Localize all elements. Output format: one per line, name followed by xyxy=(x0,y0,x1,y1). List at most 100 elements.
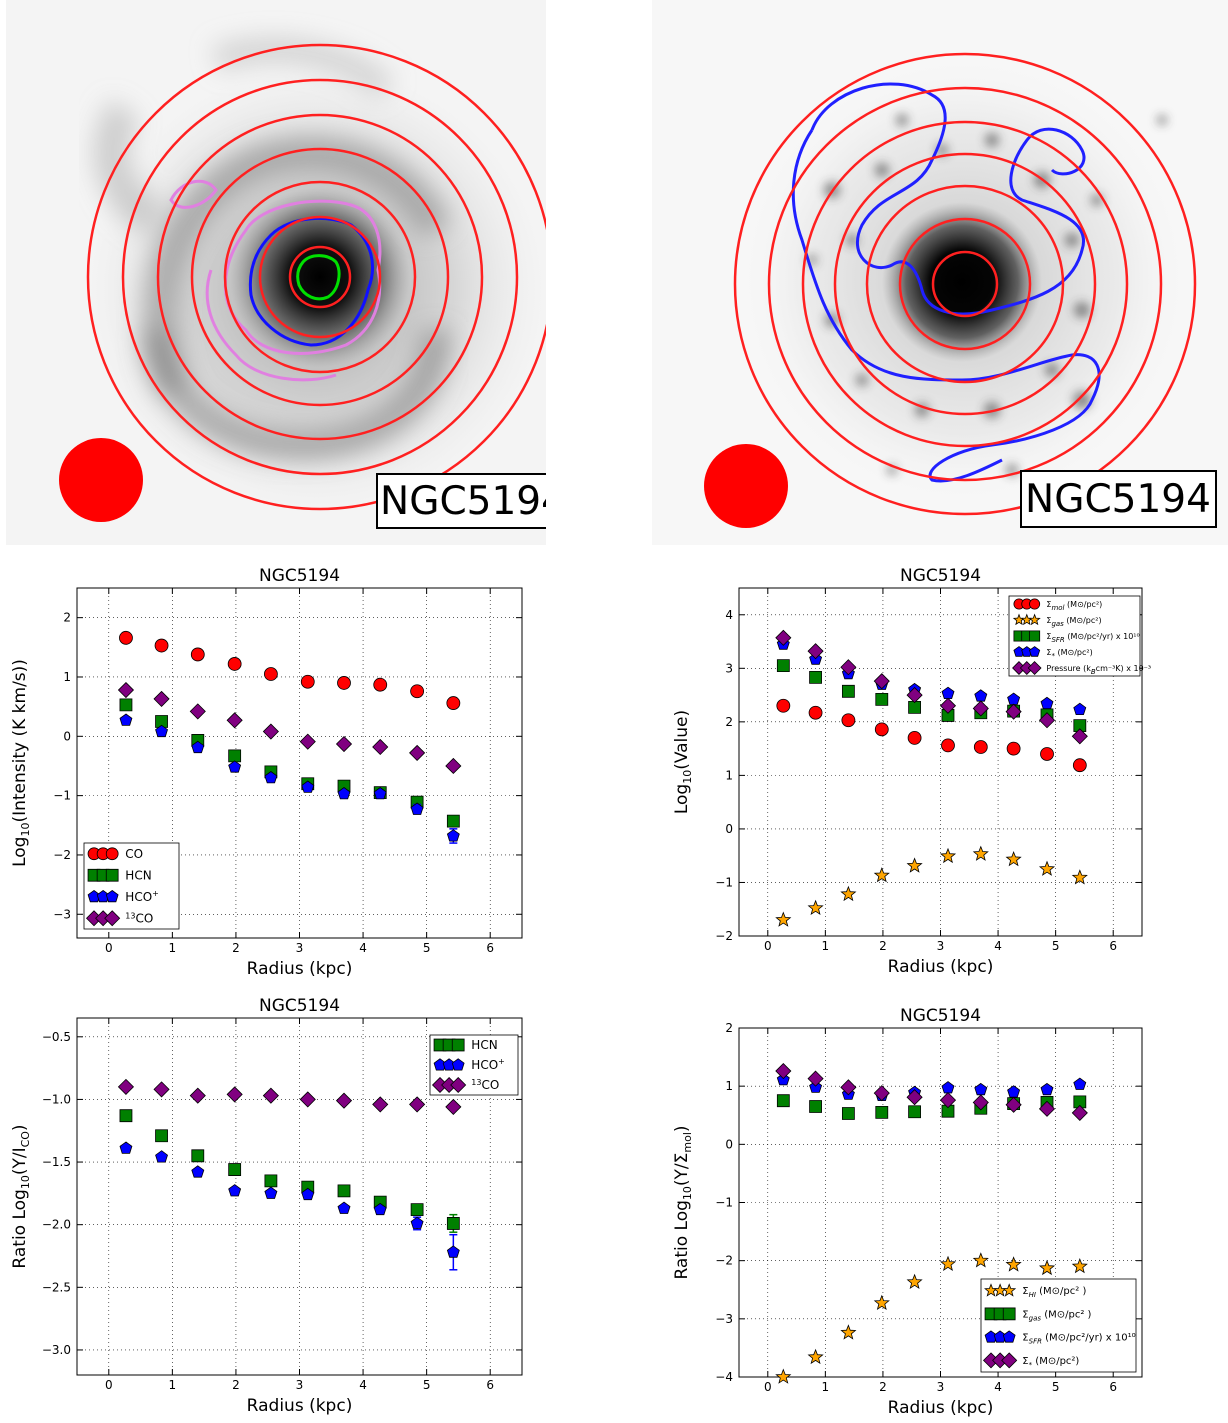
chart-intensity: NGC5194 0 1 2 3 4 5 6 2 1 0 −1 −2 −3 Radius (kpc) Log10… xyxy=(10,566,523,979)
data-point xyxy=(155,715,168,728)
y-tick-label: −3 xyxy=(715,1312,733,1326)
data-point xyxy=(1005,1256,1022,1272)
data-point xyxy=(939,697,957,714)
x-tick-label: 3 xyxy=(296,1378,304,1392)
data-point xyxy=(119,713,133,726)
data-point xyxy=(1040,1082,1054,1096)
data-point xyxy=(807,1070,824,1087)
y-tick-label: −1.0 xyxy=(42,1092,71,1106)
data-point xyxy=(841,1107,855,1120)
legend-entry: HCN xyxy=(87,868,152,882)
data-point xyxy=(263,667,278,681)
y-axis-label: Ratio Log10(Y/ICO) xyxy=(10,1124,32,1268)
series-0 xyxy=(775,1252,1088,1384)
legend-label: Pressure (kBcm⁻³K) x 10⁻³ xyxy=(1046,664,1151,676)
data-point xyxy=(191,1149,205,1163)
x-axis-label: Radius (kpc) xyxy=(888,1398,994,1418)
ring-2 xyxy=(898,217,1032,351)
data-point xyxy=(373,677,388,692)
data-point xyxy=(335,735,353,753)
legend-entry: Σgas (M⊙/pc²) xyxy=(1012,613,1102,628)
ring-3 xyxy=(865,184,1065,384)
data-point xyxy=(373,787,387,800)
legend-marker xyxy=(104,910,121,927)
data-point xyxy=(972,1252,989,1268)
data-point xyxy=(775,1062,792,1080)
ring-1 xyxy=(288,245,352,309)
data-point xyxy=(119,1141,133,1154)
legend-marker xyxy=(1027,661,1042,675)
legend: HCN HCO+ 13CO xyxy=(429,1034,519,1096)
y-tick-label: 0 xyxy=(63,729,71,743)
x-tick-label: 6 xyxy=(486,1378,494,1392)
data-point xyxy=(775,629,792,646)
series-2 xyxy=(117,1078,462,1116)
series-1 xyxy=(776,1094,1087,1120)
map-panel-left: NGC5194 xyxy=(6,0,546,545)
x-axis-label: Radius (kpc) xyxy=(247,959,353,979)
data-point xyxy=(776,1094,790,1108)
series-1 xyxy=(119,1141,460,1271)
x-tick-label: 5 xyxy=(1052,1380,1060,1394)
data-point xyxy=(189,1087,206,1104)
legend-label: HCN xyxy=(125,868,151,882)
legend-entry: ΣSFR (M⊙/pc²/yr) x 10¹⁰ xyxy=(984,1330,1136,1346)
legend-marker xyxy=(451,1038,465,1052)
legend-label: Σgas (M⊙/pc²) xyxy=(1046,616,1101,628)
ring-4 xyxy=(833,152,1097,416)
data-point xyxy=(119,1109,133,1123)
data-point xyxy=(373,1202,387,1216)
data-point xyxy=(840,1324,857,1340)
x-tick-label: 0 xyxy=(105,1378,113,1392)
data-point xyxy=(939,1092,957,1109)
beam-size-marker xyxy=(59,438,143,522)
y-tick-label: 2 xyxy=(725,715,733,729)
data-point xyxy=(1038,1100,1056,1117)
ring-3 xyxy=(223,180,417,374)
ring-6 xyxy=(121,78,519,476)
data-point xyxy=(972,845,989,861)
legend-entry: ΣSFR (M⊙/pc²/yr) x 10¹⁰ xyxy=(1013,630,1140,644)
data-point xyxy=(1038,860,1056,876)
ring-7 xyxy=(86,43,546,511)
legend: CO HCN HCO+ 13CO xyxy=(83,842,180,930)
data-point xyxy=(1071,728,1088,745)
chart-ratio-mol: NGC5194 0 1 2 3 4 5 6 2 1 0 −1 −2 −3 −4 Radius (kpc) Rat… xyxy=(672,1006,1143,1418)
legend-label: ΣHI (M⊙/pc² ) xyxy=(1022,1286,1086,1299)
legend-marker xyxy=(1029,646,1041,657)
legend-entry: 13CO xyxy=(85,910,153,927)
data-point xyxy=(873,867,890,883)
x-tick-label: 2 xyxy=(879,939,887,953)
data-point xyxy=(1073,1095,1087,1109)
x-tick-label: 0 xyxy=(764,939,772,953)
data-point xyxy=(446,814,460,828)
x-tick-label: 4 xyxy=(359,941,367,955)
x-tick-label: 6 xyxy=(1109,1380,1117,1394)
data-point xyxy=(446,1245,460,1258)
x-axis-label: Radius (kpc) xyxy=(888,957,994,977)
data-point xyxy=(974,689,988,702)
y-tick-label: −2.5 xyxy=(42,1280,71,1294)
beam-size-marker xyxy=(704,444,788,528)
x-tick-label: 6 xyxy=(486,941,494,955)
ring-5 xyxy=(801,120,1129,448)
data-point xyxy=(807,643,824,660)
data-point xyxy=(840,659,857,676)
legend-entry: Σ* (M⊙/pc²) xyxy=(1013,646,1093,660)
y-axis-label: Log10(Intensity (K km/s)) xyxy=(10,659,32,867)
data-point xyxy=(372,738,389,756)
data-point xyxy=(191,1165,205,1178)
data-point xyxy=(873,1294,890,1310)
y-tick-label: 2 xyxy=(725,1021,733,1035)
legend-marker xyxy=(1029,598,1041,610)
data-point xyxy=(939,1255,957,1271)
y-tick-label: −3 xyxy=(53,907,71,921)
y-tick-label: −1.5 xyxy=(42,1155,71,1169)
y-tick-label: −4 xyxy=(715,1370,733,1384)
data-point xyxy=(906,1273,923,1290)
data-point xyxy=(1038,1259,1056,1276)
legend-entry: HCN xyxy=(433,1038,498,1052)
series-2 xyxy=(776,1073,1087,1101)
y-tick-label: 3 xyxy=(725,661,733,675)
galaxy-label-box xyxy=(376,473,546,529)
